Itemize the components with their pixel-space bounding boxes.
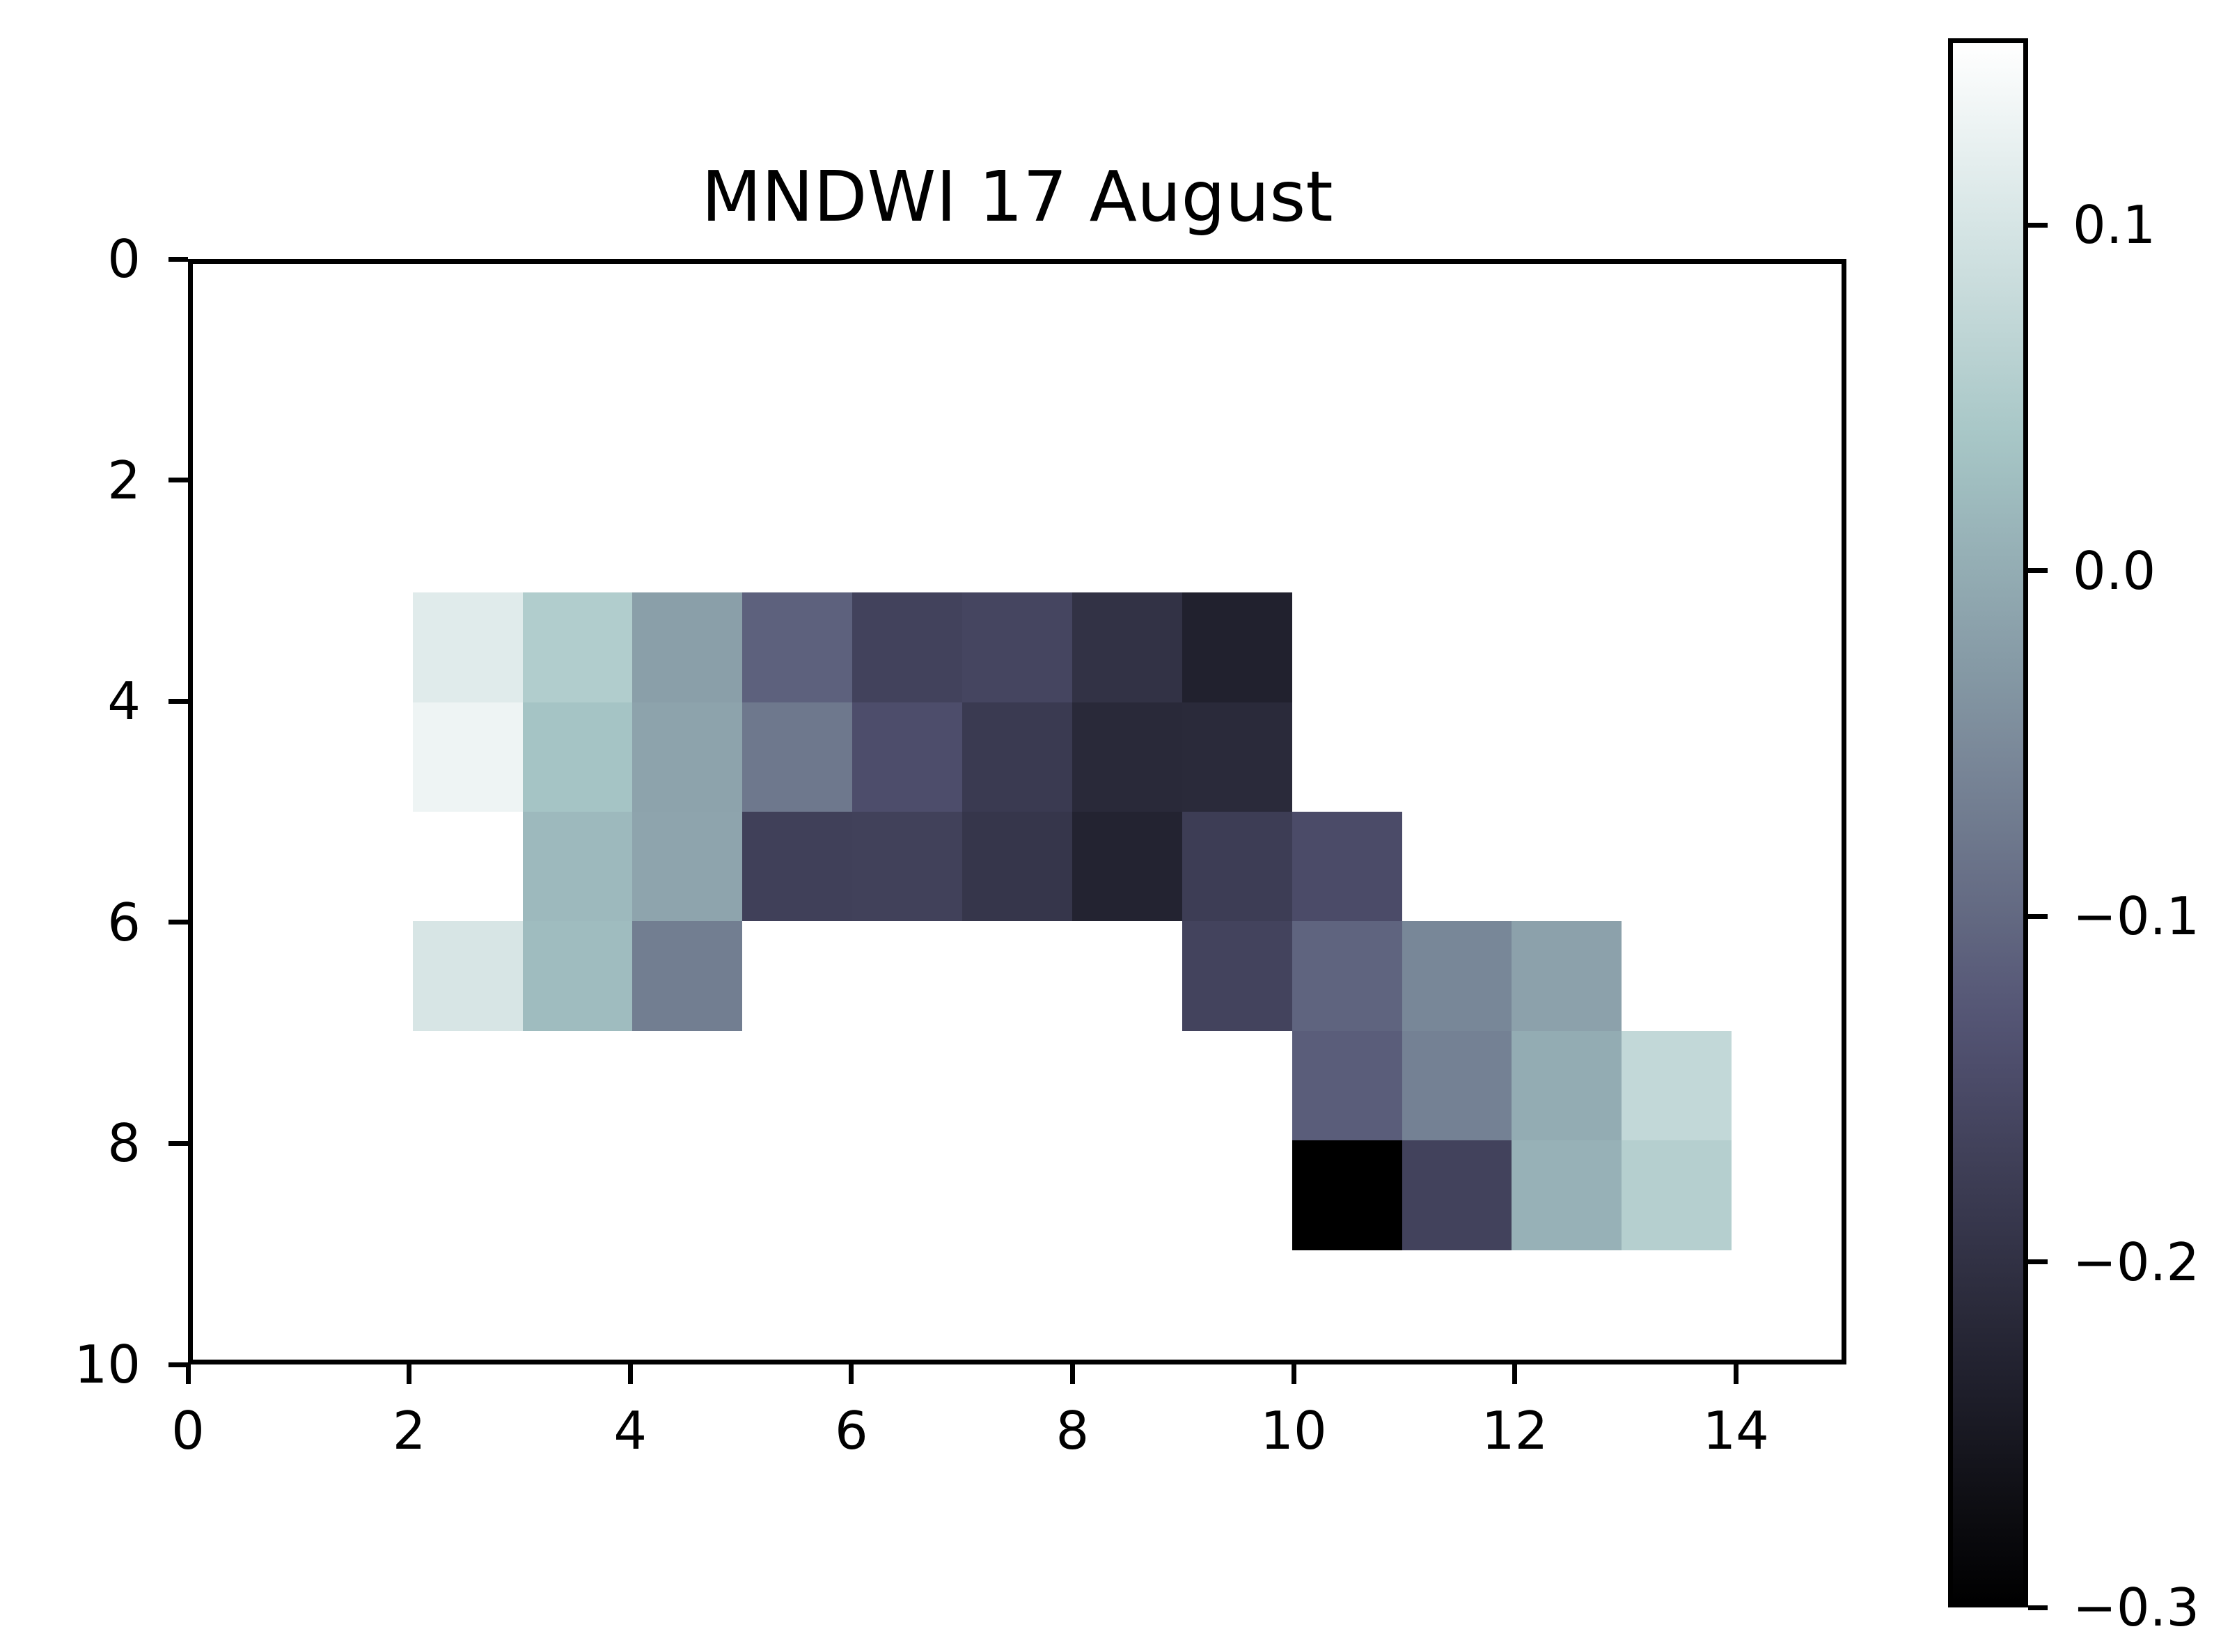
colorbar-tick-mark xyxy=(2028,222,2048,228)
y-tick-mark xyxy=(168,478,188,483)
heatmap-cell xyxy=(1292,921,1402,1031)
heatmap-cell xyxy=(742,592,853,702)
heatmap-cell xyxy=(1512,1030,1622,1141)
y-tick-label: 10 xyxy=(74,1334,141,1395)
colorbar-tick-label: 0.0 xyxy=(2073,540,2156,601)
heatmap-cell xyxy=(632,702,743,812)
x-tick-mark xyxy=(1512,1364,1518,1384)
y-tick-mark xyxy=(168,1140,188,1146)
heatmap-cell xyxy=(1292,1140,1402,1250)
x-tick-label: 12 xyxy=(1481,1400,1548,1461)
heatmap-cell xyxy=(1182,921,1292,1031)
y-tick-label: 0 xyxy=(107,228,141,290)
heatmap-cell xyxy=(1292,812,1402,922)
colorbar-tick-label: −0.3 xyxy=(2073,1577,2200,1638)
colorbar-tick-mark xyxy=(2028,913,2048,919)
y-tick-mark xyxy=(168,1362,188,1367)
x-tick-mark xyxy=(1291,1364,1296,1384)
heatmap-cell xyxy=(852,702,963,812)
colorbar-tick-mark xyxy=(2028,1605,2048,1610)
heatmap-cell xyxy=(522,702,633,812)
heatmap-cell xyxy=(962,812,1072,922)
colorbar-tick-label: −0.2 xyxy=(2073,1231,2200,1293)
x-tick-mark xyxy=(185,1364,191,1384)
heatmap-cell xyxy=(522,592,633,702)
x-tick-label: 6 xyxy=(834,1400,868,1461)
heatmap-cell xyxy=(522,812,633,922)
heatmap-cell xyxy=(1402,921,1512,1031)
heatmap-cell xyxy=(1182,592,1292,702)
x-tick-mark xyxy=(849,1364,854,1384)
heatmap-cell xyxy=(522,921,633,1031)
y-tick-label: 8 xyxy=(107,1112,141,1174)
heatmap-cell xyxy=(742,702,853,812)
heatmap-plot-area xyxy=(188,259,1846,1364)
x-tick-label: 4 xyxy=(613,1400,647,1461)
y-tick-label: 2 xyxy=(107,449,141,511)
heatmap-cell xyxy=(1402,1030,1512,1141)
heatmap-cell xyxy=(852,812,963,922)
colorbar-tick-mark xyxy=(2028,568,2048,574)
heatmap-cell xyxy=(412,702,523,812)
x-tick-mark xyxy=(407,1364,412,1384)
y-tick-mark xyxy=(168,698,188,704)
x-tick-label: 2 xyxy=(392,1400,426,1461)
heatmap-cell xyxy=(1072,702,1182,812)
heatmap-cell xyxy=(1072,812,1182,922)
y-tick-label: 6 xyxy=(107,891,141,953)
heatmap-cell xyxy=(962,592,1072,702)
heatmap-cell xyxy=(412,921,523,1031)
y-tick-mark xyxy=(168,920,188,925)
heatmap-cell xyxy=(1402,1140,1512,1250)
heatmap-cell xyxy=(852,592,963,702)
x-tick-label: 0 xyxy=(171,1400,205,1461)
heatmap-cell xyxy=(1072,592,1182,702)
colorbar-tick-label: 0.1 xyxy=(2073,194,2156,256)
x-tick-mark xyxy=(1733,1364,1738,1384)
heatmap-cell xyxy=(1512,1140,1622,1250)
x-tick-label: 10 xyxy=(1260,1400,1327,1461)
heatmap-cell xyxy=(412,592,523,702)
heatmap-cell xyxy=(1512,921,1622,1031)
y-tick-mark xyxy=(168,256,188,262)
heatmap-cell xyxy=(742,812,853,922)
heatmap-cell xyxy=(632,592,743,702)
heatmap-cell xyxy=(1182,812,1292,922)
heatmap-cell xyxy=(632,921,743,1031)
heatmap-cell xyxy=(1292,1030,1402,1141)
colorbar xyxy=(1948,38,2028,1607)
colorbar-tick-label: −0.1 xyxy=(2073,886,2200,947)
heatmap-cell xyxy=(1182,702,1292,812)
x-tick-label: 8 xyxy=(1055,1400,1090,1461)
x-tick-mark xyxy=(1069,1364,1075,1384)
x-tick-label: 14 xyxy=(1702,1400,1769,1461)
colorbar-tick-mark xyxy=(2028,1259,2048,1265)
y-tick-label: 4 xyxy=(107,670,141,732)
chart-title: MNDWI 17 August xyxy=(701,156,1333,237)
heatmap-cell xyxy=(1622,1140,1732,1250)
heatmap-cell xyxy=(632,812,743,922)
heatmap-cell xyxy=(962,702,1072,812)
x-tick-mark xyxy=(627,1364,633,1384)
heatmap-cell xyxy=(1622,1030,1732,1141)
